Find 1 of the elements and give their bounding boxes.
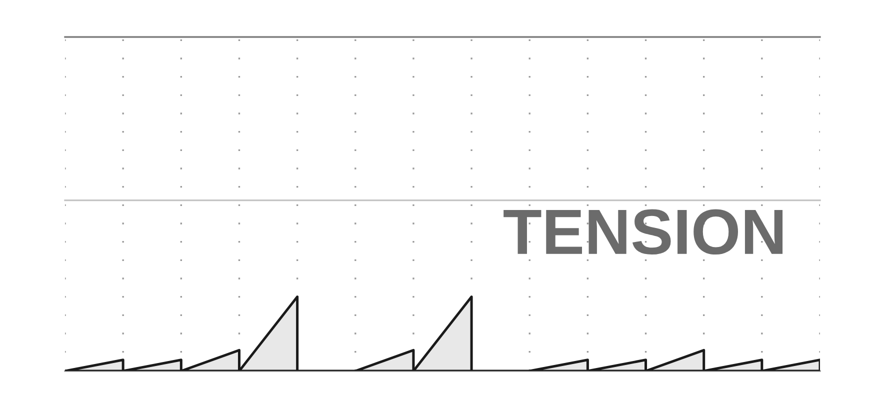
text: TENSION	[504, 209, 783, 255]
